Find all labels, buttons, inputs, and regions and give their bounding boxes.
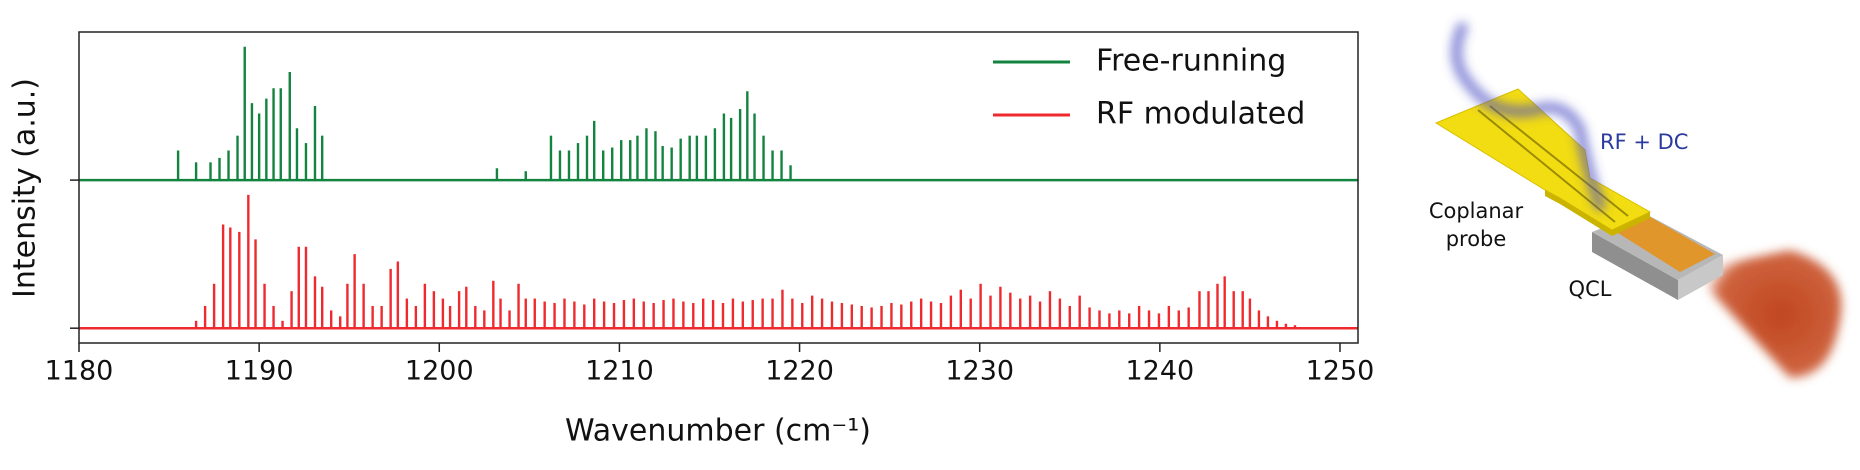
signal-label: RF + DC xyxy=(1600,130,1688,154)
probe-label: Coplanar xyxy=(1429,199,1524,223)
probe-label: probe xyxy=(1446,227,1507,251)
y-axis-label: Intensity (a.u.) xyxy=(8,78,43,298)
probe-line xyxy=(1477,109,1616,223)
qcl-front xyxy=(1678,255,1723,300)
x-tick-label: 1230 xyxy=(945,356,1014,387)
device-diagram: RF + DC Coplanar probe QCL xyxy=(1429,22,1842,379)
legend-label: RF modulated xyxy=(1096,97,1305,132)
x-tick-label: 1190 xyxy=(225,356,294,387)
x-tick-label: 1180 xyxy=(45,356,114,387)
qcl-label: QCL xyxy=(1569,277,1612,301)
x-tick-label: 1250 xyxy=(1306,356,1375,387)
rf-cable xyxy=(1450,22,1606,211)
probe-edge xyxy=(1545,190,1650,236)
qcl-ridge xyxy=(1610,214,1715,272)
plot-frame xyxy=(78,31,1359,344)
x-axis-label: Wavenumber (cm⁻¹) xyxy=(565,414,871,449)
legend-label: Free-running xyxy=(1096,44,1286,79)
laser-beam xyxy=(1705,250,1842,379)
probe-line xyxy=(1489,105,1629,217)
qcl-side xyxy=(1592,232,1678,300)
x-tick-label: 1220 xyxy=(765,356,834,387)
x-tick-label: 1240 xyxy=(1125,356,1194,387)
plot: 1180 1190 1200 1210 1220 1230 1240 1250 Free-run… xyxy=(45,31,1375,387)
x-tick-label: 1210 xyxy=(585,356,654,387)
x-tick-label: 1200 xyxy=(405,356,474,387)
